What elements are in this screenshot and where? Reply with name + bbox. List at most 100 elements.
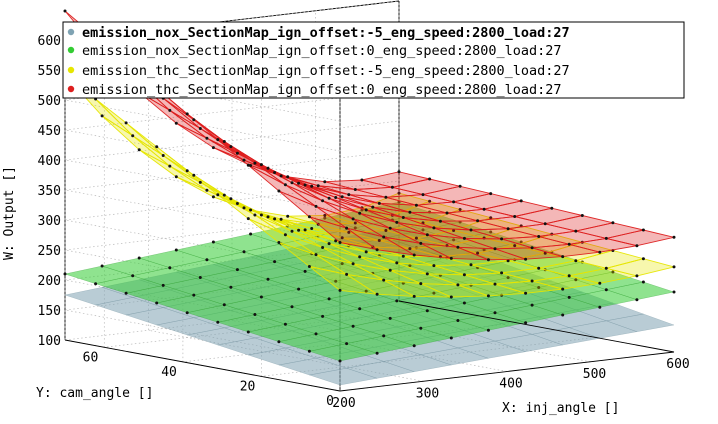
- data-point: [672, 265, 676, 269]
- data-point: [266, 215, 270, 219]
- y-tick-label: 0: [326, 394, 334, 409]
- data-point: [524, 321, 528, 325]
- z-axis-label: W: Output []: [2, 166, 17, 260]
- data-point: [425, 309, 429, 313]
- x-tick-label: 200: [332, 396, 355, 411]
- data-point: [408, 264, 412, 268]
- data-point: [185, 169, 189, 173]
- y-tick-label: 20: [240, 379, 256, 394]
- data-point: [216, 193, 220, 197]
- z-tick-label: 500: [38, 94, 61, 109]
- z-tick-label: 250: [38, 244, 61, 259]
- data-point: [283, 183, 287, 187]
- data-point: [323, 216, 327, 220]
- data-point: [279, 217, 283, 221]
- y-axis-label: Y: cam_angle []: [36, 386, 153, 401]
- data-point: [229, 197, 233, 201]
- data-point: [445, 211, 449, 215]
- data-point: [524, 291, 528, 295]
- data-point: [375, 248, 379, 252]
- data-point: [395, 299, 399, 303]
- data-point: [100, 114, 104, 118]
- data-point: [358, 255, 362, 259]
- z-tick-label: 400: [38, 154, 61, 169]
- data-point: [561, 255, 565, 259]
- data-point: [345, 272, 349, 276]
- data-point: [345, 226, 349, 230]
- data-point: [297, 181, 301, 185]
- data-point: [266, 277, 270, 281]
- data-point: [364, 250, 368, 254]
- data-point: [388, 316, 392, 320]
- legend-marker: [67, 46, 75, 54]
- legend-item: emission_thc_SectionMap_ign_offset:-5_en…: [67, 63, 570, 79]
- data-point: [598, 250, 602, 254]
- data-point: [314, 253, 318, 257]
- data-point: [303, 269, 307, 273]
- data-point: [334, 196, 338, 199]
- data-point: [249, 164, 253, 167]
- data-point: [161, 283, 165, 287]
- data-point: [438, 219, 442, 223]
- data-point: [253, 161, 257, 165]
- data-point: [246, 217, 250, 221]
- x-tick-label: 600: [666, 357, 689, 372]
- z-gridline: [64, 150, 400, 242]
- data-point: [493, 311, 497, 315]
- z-tick-label: 600: [38, 34, 61, 49]
- data-point: [469, 263, 473, 267]
- z-gridline: [64, 30, 400, 122]
- data-point: [414, 203, 418, 207]
- surface-layer: [63, 9, 676, 386]
- data-point: [672, 290, 676, 294]
- legend-item: emission_nox_SectionMap_ign_offset:-5_en…: [67, 25, 570, 41]
- data-point: [216, 138, 220, 142]
- data-point: [377, 201, 381, 205]
- legend-label: emission_thc_SectionMap_ign_offset:-5_en…: [82, 63, 570, 79]
- data-point: [486, 294, 490, 298]
- x-axis-label: X: inj_angle []: [502, 401, 619, 416]
- data-point: [456, 245, 460, 249]
- x-tick-label: 500: [583, 367, 606, 382]
- data-point: [198, 127, 202, 130]
- data-point: [561, 287, 565, 291]
- data-point: [338, 288, 342, 292]
- data-point: [273, 217, 277, 221]
- data-point: [452, 229, 456, 232]
- data-point: [388, 226, 392, 230]
- data-point: [382, 235, 386, 239]
- data-point: [513, 215, 517, 218]
- data-point: [277, 241, 281, 244]
- axes-edge: [398, 300, 675, 353]
- data-point: [364, 208, 368, 212]
- data-point: [567, 242, 571, 246]
- data-point: [458, 208, 462, 211]
- data-point: [211, 146, 215, 150]
- x-tick-label: 300: [416, 386, 439, 401]
- data-point: [174, 175, 178, 179]
- data-point: [338, 359, 342, 363]
- data-point: [307, 265, 311, 268]
- data-point: [401, 254, 405, 258]
- data-point: [259, 163, 263, 167]
- legend-marker: [67, 28, 75, 36]
- data-point: [338, 241, 342, 244]
- legend-label: emission_nox_SectionMap_ign_offset:-5_en…: [82, 25, 570, 41]
- data-point: [63, 9, 67, 13]
- legend-item: emission_thc_SectionMap_ign_offset:0_eng…: [67, 82, 562, 98]
- data-point: [397, 191, 401, 195]
- data-point: [273, 260, 277, 264]
- data-point: [314, 204, 318, 208]
- data-point: [155, 301, 159, 305]
- data-point: [222, 303, 226, 307]
- data-point: [414, 236, 418, 240]
- data-point: [428, 177, 432, 181]
- data-point: [449, 336, 453, 340]
- data-point: [205, 136, 209, 140]
- axes-edge: [64, 339, 341, 392]
- axes-box-front: [64, 300, 675, 392]
- data-point: [513, 244, 517, 248]
- data-point: [408, 210, 412, 214]
- data-point: [611, 221, 615, 225]
- data-point: [421, 193, 425, 197]
